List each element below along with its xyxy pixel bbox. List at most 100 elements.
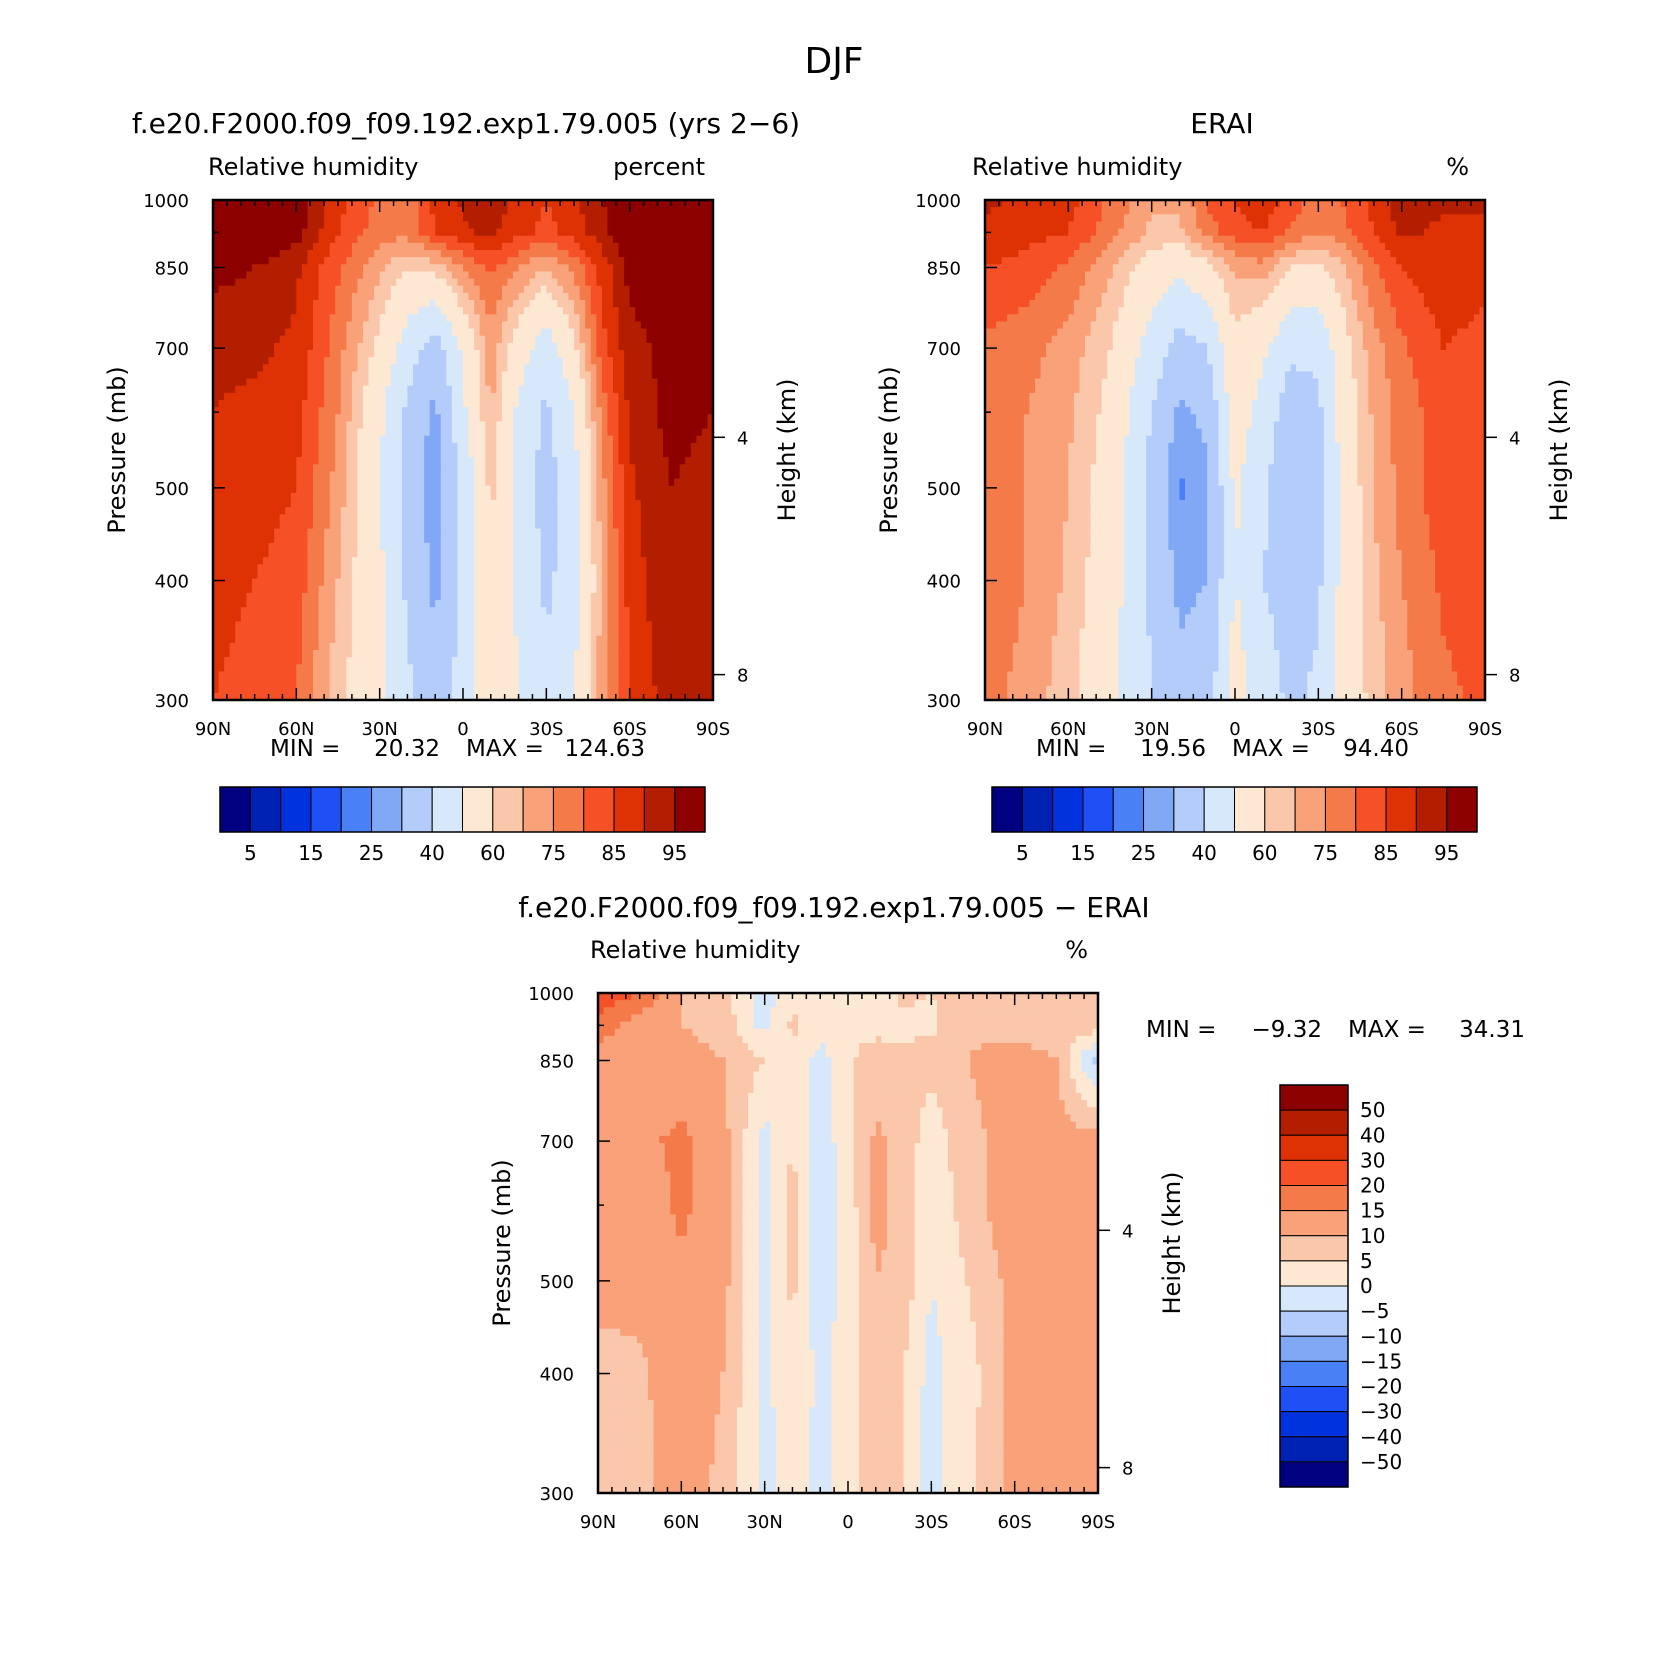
contour-cell [446, 485, 453, 494]
contour-cell [463, 292, 470, 301]
contour-cell [324, 278, 331, 287]
contour-cell [479, 500, 486, 508]
contour-cell [535, 350, 542, 358]
contour-cell [290, 292, 297, 301]
contour-cell [468, 442, 475, 451]
contour-cell [363, 328, 370, 337]
contour-cell [435, 285, 442, 294]
contour-cell [496, 314, 503, 323]
contour-cell [468, 485, 475, 494]
contour-cell [629, 307, 636, 315]
contour-cell [663, 250, 670, 258]
contour-cell [490, 435, 497, 444]
contour-cell [585, 528, 592, 537]
contour-cell [390, 521, 397, 530]
contour-cell [646, 478, 653, 487]
contour-cell [363, 571, 370, 580]
contour-cell [613, 307, 620, 315]
contour-cell [390, 578, 397, 587]
contour-cell [424, 250, 431, 258]
contour-cell [496, 292, 503, 301]
contour-cell [446, 235, 453, 244]
contour-cell [501, 385, 509, 394]
contour-cell [274, 314, 281, 323]
contour-cell [313, 500, 320, 508]
contour-cell [307, 550, 314, 558]
contour-cell [513, 450, 520, 458]
contour-cell [368, 228, 375, 237]
contour-cell [240, 500, 247, 508]
contour-cell [279, 542, 286, 551]
contour-cell [424, 328, 431, 337]
contour-cell [296, 450, 303, 458]
contour-cell [413, 542, 420, 551]
contour-cell [579, 285, 586, 294]
contour-cell [490, 421, 497, 430]
contour-cell [413, 585, 420, 594]
contour-cell [213, 321, 220, 330]
contour-cell [346, 528, 353, 537]
contour-cell [640, 428, 647, 437]
contour-cell [679, 528, 686, 537]
contour-cell [668, 557, 675, 565]
contour-cell [246, 542, 253, 551]
contour-cell [685, 585, 692, 594]
contour-cell [496, 350, 503, 358]
contour-cell [618, 492, 625, 501]
contour-cell [474, 335, 481, 344]
contour-cell [351, 271, 359, 280]
contour-cell [451, 400, 459, 408]
contour-cell [579, 207, 586, 215]
contour-cell [618, 235, 625, 244]
contour-cell [224, 571, 231, 580]
contour-cell [474, 585, 481, 594]
contour-cell [413, 321, 420, 330]
contour-cell [513, 521, 520, 530]
contour-cell [635, 250, 642, 258]
contour-cell [601, 500, 609, 508]
contour-cell [679, 464, 686, 473]
contour-cell [529, 457, 536, 465]
contour-cell [513, 285, 520, 294]
contour-cell [563, 321, 570, 330]
contour-cell [229, 414, 236, 423]
contour-cell [385, 457, 392, 465]
contour-cell [413, 350, 420, 358]
contour-cell [407, 264, 414, 273]
contour-cell [579, 507, 586, 515]
contour-cell [635, 321, 642, 330]
contour-cell [590, 471, 597, 480]
contour-cell [607, 550, 614, 558]
contour-cell [307, 357, 314, 365]
contour-cell [479, 457, 486, 465]
contour-cell [368, 435, 375, 444]
contour-cell [324, 371, 331, 380]
contour-cell [696, 578, 703, 587]
contour-cell [557, 421, 564, 430]
contour-cell [501, 271, 509, 280]
contour-cell [229, 564, 236, 573]
contour-cell [351, 528, 359, 537]
contour-cell [457, 264, 464, 273]
contour-cell [679, 492, 686, 501]
contour-cell [557, 307, 564, 315]
contour-cell [474, 492, 481, 501]
contour-cell [396, 264, 403, 273]
contour-cell [601, 578, 609, 587]
contour-cell [613, 221, 620, 230]
contour-cell [501, 392, 509, 401]
contour-cell [268, 400, 275, 408]
contour-cell [607, 364, 614, 373]
contour-cell [624, 478, 631, 487]
contour-cell [707, 578, 714, 587]
contour-cell [629, 471, 636, 480]
contour-cell [479, 314, 486, 323]
contour-cell [535, 500, 542, 508]
contour-cell [485, 342, 492, 351]
contour-cell [574, 300, 581, 308]
contour-cell [363, 471, 370, 480]
contour-cell [513, 564, 520, 573]
contour-cell [351, 300, 359, 308]
contour-cell [351, 378, 359, 387]
contour-cell [407, 464, 414, 473]
